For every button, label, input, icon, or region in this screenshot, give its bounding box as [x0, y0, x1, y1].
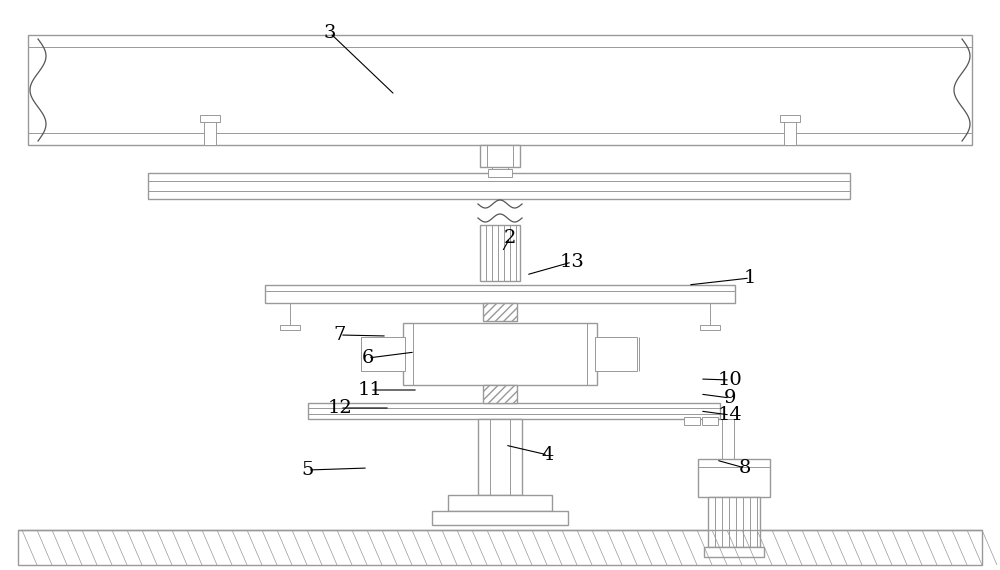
Bar	[200, 115, 220, 122]
Bar	[480, 225, 520, 281]
Bar	[595, 337, 637, 371]
Text: 4: 4	[542, 446, 554, 464]
Bar	[148, 173, 850, 199]
Bar	[28, 35, 972, 145]
Bar	[204, 119, 216, 145]
Text: 12: 12	[328, 399, 352, 417]
Bar	[722, 419, 734, 459]
Bar	[704, 547, 764, 557]
Bar	[448, 495, 552, 511]
Text: 8: 8	[739, 459, 751, 477]
Bar	[280, 325, 300, 330]
Text: 6: 6	[362, 349, 374, 367]
Text: 3: 3	[324, 24, 336, 42]
Bar	[698, 459, 770, 497]
Text: 2: 2	[504, 229, 516, 247]
Bar	[780, 115, 800, 122]
Bar	[480, 145, 520, 167]
Bar	[784, 119, 796, 145]
Bar	[700, 325, 720, 330]
Text: 1: 1	[744, 269, 756, 287]
Bar	[432, 511, 568, 525]
Bar	[488, 169, 512, 177]
Text: 9: 9	[724, 389, 736, 407]
Bar	[684, 417, 700, 425]
Text: 7: 7	[334, 326, 346, 344]
Bar	[18, 530, 982, 565]
Text: 5: 5	[302, 461, 314, 479]
Bar	[308, 403, 720, 419]
Text: 14: 14	[718, 406, 742, 424]
Bar	[478, 419, 522, 495]
Bar	[265, 285, 735, 303]
Text: 13: 13	[560, 253, 584, 271]
Text: 11: 11	[358, 381, 382, 399]
Bar	[361, 337, 405, 371]
Bar	[708, 497, 760, 547]
Text: 10: 10	[718, 371, 742, 389]
Bar	[483, 303, 517, 321]
Bar	[483, 385, 517, 403]
Bar	[702, 417, 718, 425]
Bar	[403, 323, 597, 385]
